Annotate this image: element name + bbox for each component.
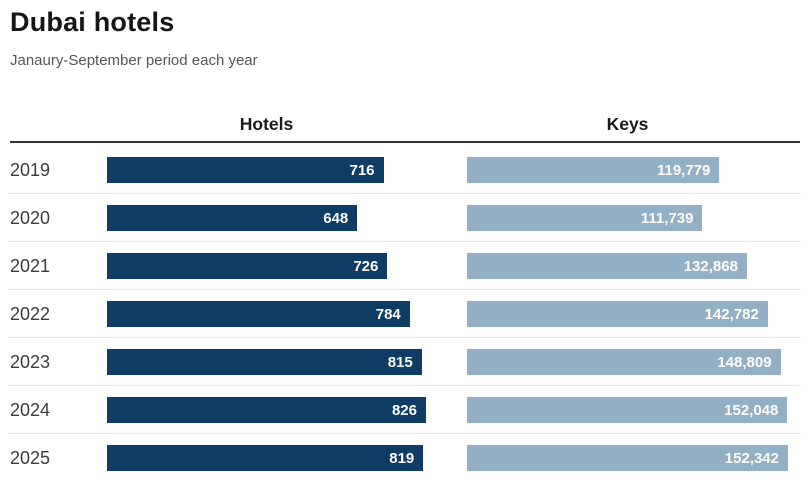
keys-bar-track: 119,779 [467,157,788,183]
chart-subtitle: Janaury-September period each year [10,52,258,69]
hotels-bar-track: 819 [107,445,426,471]
hotels-bar-track: 815 [107,349,426,375]
keys-value-label: 152,342 [724,449,779,467]
keys-value-label: 132,868 [683,257,738,275]
hotels-bar: 826 [107,397,426,423]
keys-bar-track: 111,739 [467,205,788,231]
hotels-bar: 716 [107,157,384,183]
chart-rows: 2019 716 119,779 2020 648 111,739 2021 726 132,8… [0,146,810,482]
hotels-bar: 819 [107,445,424,471]
hotels-value-label: 819 [389,449,415,467]
keys-value-label: 148,809 [717,353,772,371]
hotels-bar-track: 648 [107,205,426,231]
keys-value-label: 152,048 [724,401,779,419]
keys-bar: 132,868 [467,253,747,279]
hotels-bar-track: 716 [107,157,426,183]
hotels-bar: 784 [107,301,410,327]
year-label: 2021 [10,255,51,276]
keys-bar-track: 132,868 [467,253,788,279]
hotels-bar-track: 726 [107,253,426,279]
hotels-bar-track: 826 [107,397,426,423]
hotels-value-label: 716 [349,161,375,179]
keys-bar: 148,809 [467,349,781,375]
hotels-bar: 726 [107,253,388,279]
year-label: 2019 [10,159,51,180]
hotels-value-label: 826 [391,401,417,419]
keys-bar-track: 148,809 [467,349,788,375]
table-row: 2023 815 148,809 [0,338,810,386]
hotels-value-label: 726 [353,257,379,275]
year-label: 2024 [10,399,51,420]
year-label: 2023 [10,351,51,372]
table-row: 2020 648 111,739 [0,194,810,242]
page-title: Dubai hotels [10,7,175,37]
keys-bar: 111,739 [467,205,703,231]
table-row: 2024 826 152,048 [0,386,810,434]
table-row: 2022 784 142,782 [0,290,810,338]
header-divider [10,140,800,143]
keys-bar-track: 142,782 [467,301,788,327]
table-row: 2019 716 119,779 [0,146,810,194]
table-row: 2025 819 152,342 [0,434,810,482]
table-row: 2021 726 132,868 [0,242,810,290]
hotels-value-label: 784 [375,305,401,323]
keys-value-label: 111,739 [640,209,694,227]
hotels-value-label: 648 [323,209,349,227]
column-header-hotels: Hotels [239,113,294,134]
keys-bar-track: 152,342 [467,445,788,471]
keys-value-label: 119,779 [656,161,711,179]
keys-value-label: 142,782 [704,305,759,323]
year-label: 2025 [10,447,51,468]
keys-bar: 152,342 [467,445,788,471]
keys-bar-track: 152,048 [467,397,788,423]
year-label: 2020 [10,207,51,228]
hotels-bar-track: 784 [107,301,426,327]
column-header-keys: Keys [606,113,649,134]
hotels-bar: 815 [107,349,422,375]
keys-bar: 142,782 [467,301,768,327]
hotels-bar: 648 [107,205,358,231]
hotels-value-label: 815 [387,353,413,371]
keys-bar: 152,048 [467,397,788,423]
year-label: 2022 [10,303,51,324]
column-header-row: Hotels Keys [0,112,810,135]
keys-bar: 119,779 [467,157,720,183]
